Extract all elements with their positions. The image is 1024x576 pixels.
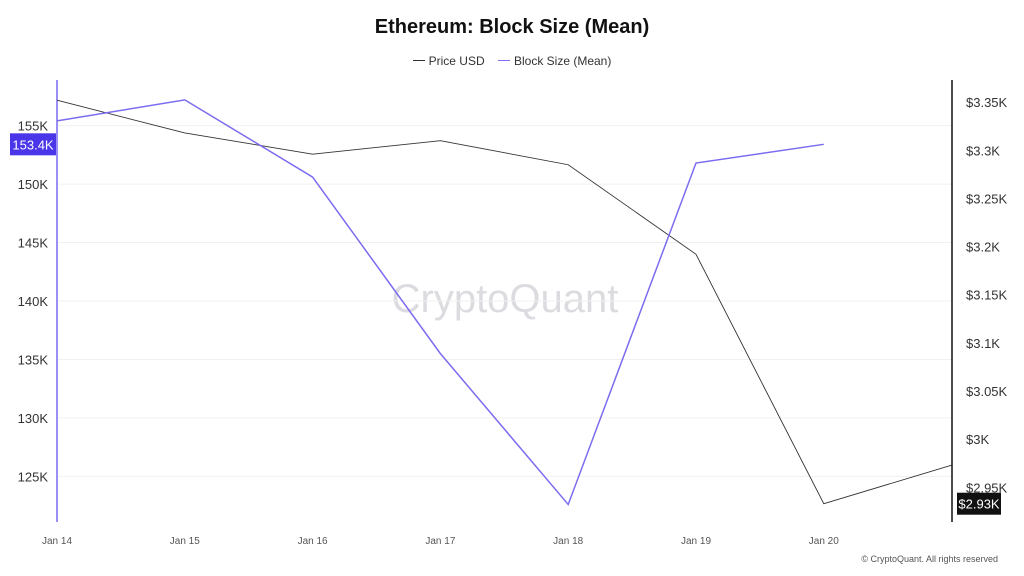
left-tick-label: 130K xyxy=(18,411,49,426)
x-tick-label: Jan 20 xyxy=(809,536,839,547)
copyright: © CryptoQuant. All rights reserved xyxy=(861,554,998,564)
right-tick-label: $3.1K xyxy=(966,336,1000,351)
current-value-badge-left xyxy=(10,133,56,156)
right-tick-label: $3.25K xyxy=(966,191,1008,206)
legend: Price USD Block Size (Mean) xyxy=(0,50,1024,68)
left-tick-label: 125K xyxy=(18,469,49,484)
left-tick-label: 135K xyxy=(18,352,49,367)
legend-label: Block Size (Mean) xyxy=(513,53,612,68)
right-tick-label: $3.15K xyxy=(966,288,1008,303)
right-tick-label: $2.95K xyxy=(966,480,1008,495)
legend-swatch xyxy=(497,60,510,61)
x-tick-label: Jan 14 xyxy=(42,536,72,547)
x-tick-label: Jan 15 xyxy=(170,536,200,547)
x-tick-label: Jan 16 xyxy=(298,536,328,547)
legend-item-block-size[interactable]: Block Size (Mean) xyxy=(497,53,612,68)
right-tick-label: $3.05K xyxy=(966,384,1008,399)
current-value-label-left: 153.4K xyxy=(12,137,54,152)
x-tick-label: Jan 17 xyxy=(425,536,455,547)
legend-label: Price USD xyxy=(428,53,485,68)
left-tick-label: 145K xyxy=(18,236,49,251)
current-value-badge-right xyxy=(957,492,1001,515)
left-tick-label: 155K xyxy=(18,119,49,134)
chart-title: Ethereum: Block Size (Mean) xyxy=(374,16,650,38)
x-tick-label: Jan 19 xyxy=(681,536,711,547)
watermark: CryptoQuant xyxy=(392,277,619,321)
right-tick-label: $3.3K xyxy=(966,143,1000,158)
legend-swatch xyxy=(412,60,425,61)
left-tick-label: 150K xyxy=(18,177,49,192)
current-value-label-right: $2.93K xyxy=(958,497,1000,512)
right-tick-label: $3K xyxy=(966,432,989,447)
x-tick-label: Jan 18 xyxy=(553,536,583,547)
right-tick-label: $3.35K xyxy=(966,95,1008,110)
legend-item-price[interactable]: Price USD xyxy=(412,53,485,68)
series-line-block-size xyxy=(56,99,824,506)
left-tick-label: 140K xyxy=(18,294,49,309)
series-line-price xyxy=(56,99,952,505)
right-tick-label: $3.2K xyxy=(966,240,1000,255)
